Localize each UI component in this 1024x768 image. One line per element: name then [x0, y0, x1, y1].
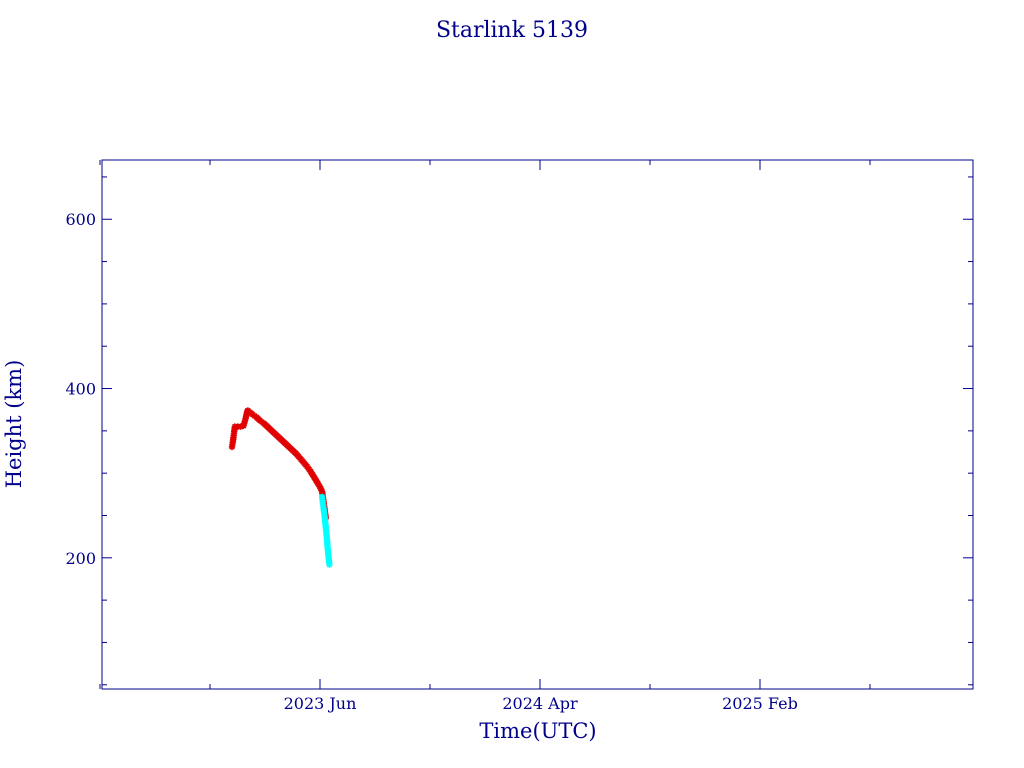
- x-axis-label: Time(UTC): [479, 719, 596, 743]
- x-tick-label: 2024 Apr: [502, 694, 578, 713]
- x-axis-minor-ticks: [99, 160, 871, 689]
- data-points: [228, 407, 333, 568]
- data-point: [326, 561, 333, 568]
- chart-title: Starlink 5139: [436, 18, 588, 43]
- x-tick-label: 2023 Jun: [284, 694, 357, 713]
- x-tick-label: 2025 Feb: [722, 694, 798, 713]
- y-axis-label: Height (km): [2, 360, 26, 489]
- y-axis-ticks: 200 400 600: [65, 176, 973, 686]
- x-axis-major-ticks: 2023 Jun 2024 Apr 2025 Feb: [284, 160, 798, 713]
- y-tick-label: 600: [65, 210, 96, 229]
- y-tick-label: 200: [65, 549, 96, 568]
- y-tick-label: 400: [65, 380, 96, 399]
- plot-area-frame: [101, 159, 974, 690]
